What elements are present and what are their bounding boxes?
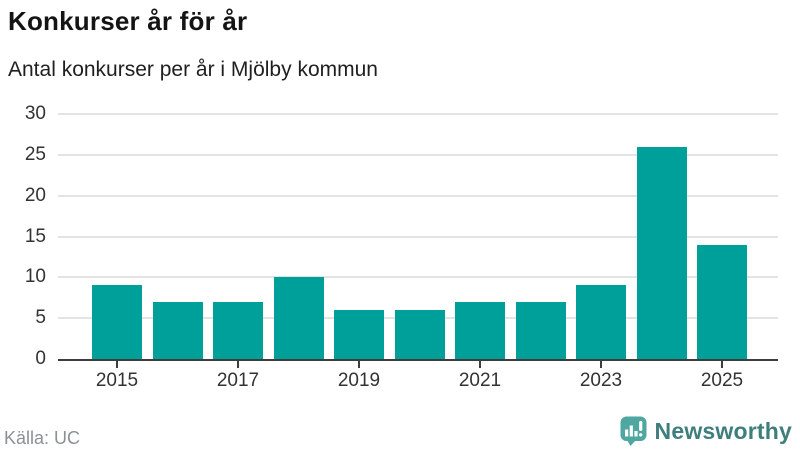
bar-2025	[697, 245, 747, 359]
chart-title: Konkurser år för år	[8, 6, 248, 36]
x-tick-2021	[479, 361, 481, 368]
x-axis-line	[58, 359, 778, 361]
y-axis-label-5: 5	[35, 307, 46, 329]
newsworthy-logo-icon	[620, 416, 647, 446]
gridline-y-25	[58, 153, 778, 156]
bar-2024	[636, 147, 687, 359]
source-label: Källa: UC	[4, 428, 81, 448]
bar-2018	[273, 277, 324, 359]
x-axis-label-2023: 2023	[579, 370, 623, 391]
bar-2020	[394, 310, 445, 359]
y-axis-label-20: 20	[24, 184, 46, 206]
x-axis-label-2021: 2021	[458, 370, 502, 391]
x-axis-label-2017: 2017	[216, 370, 260, 391]
y-axis-label-15: 15	[24, 225, 46, 247]
newsworthy-brand: Newsworthy	[620, 416, 792, 446]
y-axis-label-25: 25	[24, 143, 46, 165]
x-tick-2019	[358, 361, 360, 368]
gridline-y-30	[58, 113, 778, 115]
brand-name: Newsworthy	[654, 417, 792, 444]
x-tick-2023	[600, 361, 602, 368]
y-axis-label-0: 0	[35, 348, 46, 369]
bar-2019	[334, 310, 384, 359]
gridline-y-20	[58, 194, 778, 197]
x-tick-2025	[721, 361, 723, 368]
bar-2016	[152, 302, 203, 359]
bar-2022	[515, 302, 566, 359]
x-tick-2015	[116, 361, 118, 368]
gridline-y-15	[58, 235, 778, 238]
bar-2015	[92, 285, 142, 359]
y-axis-label-30: 30	[24, 103, 46, 124]
y-axis-label-10: 10	[24, 266, 46, 288]
chart-subtitle: Antal konkurser per år i Mjölby kommun	[8, 58, 378, 81]
bar-2017	[213, 302, 263, 359]
x-axis-label-2019: 2019	[337, 370, 381, 391]
bar-2021	[455, 302, 505, 359]
x-axis-label-2025: 2025	[700, 370, 744, 391]
bar-2023	[576, 285, 626, 359]
x-axis-label-2015: 2015	[95, 370, 139, 391]
x-tick-2017	[237, 361, 239, 368]
gridline-y-10	[58, 276, 778, 279]
